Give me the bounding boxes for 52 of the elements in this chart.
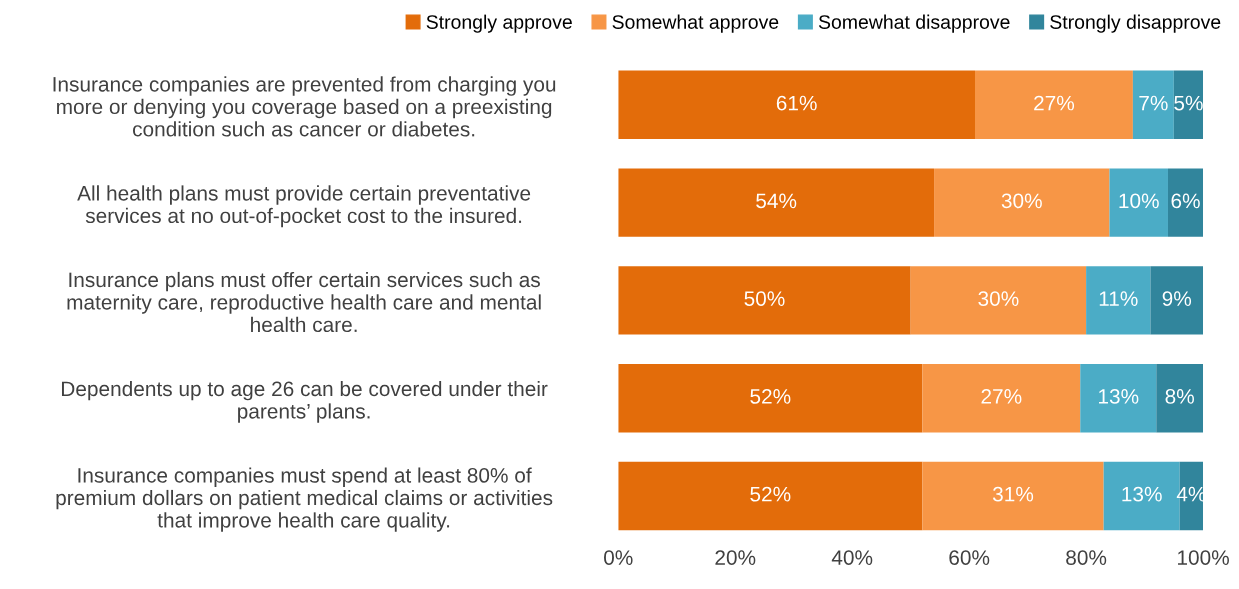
data-label: 9% xyxy=(1162,291,1192,306)
x-tick-label: 20% xyxy=(715,550,756,565)
y-tick-label: Insurance companies are prevented from charging you more or denying you coverage based on a preexisting condition such as cancer or diabetes. xyxy=(53,76,556,137)
legend-label: Somewhat approve xyxy=(612,14,779,33)
bar xyxy=(910,266,1087,335)
bar xyxy=(1156,363,1204,433)
y-tick-label: Insurance companies must spend at least 80% of premium dollars on patient medical claims or activities that improve health care quality. xyxy=(56,467,553,532)
bar xyxy=(1080,363,1157,433)
bar xyxy=(1150,266,1204,335)
bar xyxy=(934,168,1110,237)
data-label: 13% xyxy=(1099,389,1139,404)
legend-label: Somewhat disapprove xyxy=(818,14,1010,33)
bar xyxy=(922,363,1081,433)
x-tick-label: 60% xyxy=(949,550,990,565)
bar xyxy=(974,70,1133,140)
x-tick-label: 100% xyxy=(1178,550,1229,565)
data-label: 52% xyxy=(750,486,791,502)
bar xyxy=(1132,70,1174,140)
data-label: 30% xyxy=(1001,193,1042,209)
data-label: 8% xyxy=(1165,389,1194,404)
data-label: 50% xyxy=(744,291,785,306)
bar xyxy=(1173,70,1204,140)
y-tick-label: All health plans must provide certain preventative services at no out-of-pocket cost to the insured. xyxy=(77,185,531,228)
y-tick-label: Insurance plans must offer certain services such as maternity care, reproductive health care and mental health care. xyxy=(67,271,541,333)
data-label: 7% xyxy=(1139,95,1168,111)
data-label: 6% xyxy=(1171,193,1200,209)
x-tick-label: 40% xyxy=(831,550,873,565)
data-label: 5% xyxy=(1174,95,1203,111)
data-label: 11% xyxy=(1099,291,1138,306)
bar xyxy=(922,461,1104,531)
bar xyxy=(618,266,911,335)
legend-label: Strongly approve xyxy=(426,14,572,33)
data-label: 27% xyxy=(1034,95,1075,111)
legend-label: Strongly disapprove xyxy=(1050,14,1221,33)
bar xyxy=(1167,168,1204,237)
data-label: 52% xyxy=(750,389,791,404)
bar xyxy=(1109,168,1168,237)
bar xyxy=(618,168,935,237)
bar xyxy=(618,461,923,531)
data-label: 27% xyxy=(981,389,1022,404)
x-tick-label: 0% xyxy=(604,550,633,565)
data-label: 30% xyxy=(978,291,1019,306)
x-tick-label: 80% xyxy=(1066,550,1107,565)
bar xyxy=(1086,266,1151,335)
y-tick-label: Dependents up to age 26 can be covered under their parents’ plans. xyxy=(61,380,548,423)
data-label: 31% xyxy=(992,486,1034,502)
data-label: 13% xyxy=(1122,486,1162,502)
bar xyxy=(618,363,923,433)
data-label: 10% xyxy=(1119,193,1159,209)
data-label: 61% xyxy=(776,95,817,111)
bar xyxy=(618,70,975,140)
data-label: 54% xyxy=(756,193,797,209)
